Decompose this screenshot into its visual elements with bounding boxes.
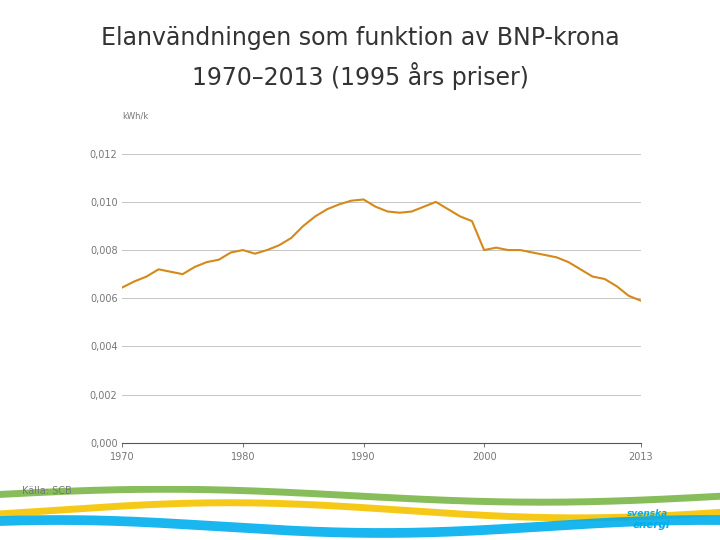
Text: Elanvändningen som funktion av BNP-krona: Elanvändningen som funktion av BNP-krona	[101, 26, 619, 50]
Text: svenska: svenska	[627, 509, 669, 517]
Text: Källa: SCB: Källa: SCB	[22, 486, 71, 496]
Text: kWh/k: kWh/k	[122, 111, 148, 120]
Text: 1970–2013 (1995 års priser): 1970–2013 (1995 års priser)	[192, 62, 528, 90]
Text: energi: energi	[633, 520, 670, 530]
